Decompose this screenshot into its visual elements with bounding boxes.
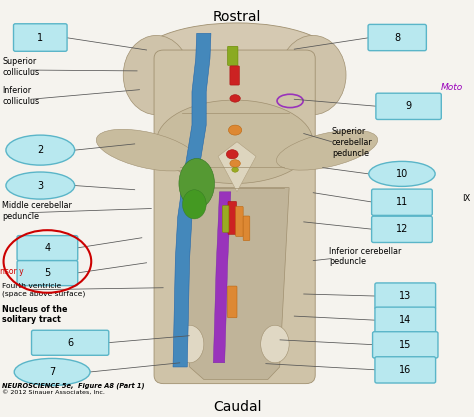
- Text: Fourth ventricle
(space above surface): Fourth ventricle (space above surface): [2, 283, 86, 296]
- Text: 10: 10: [396, 169, 408, 179]
- Text: 16: 16: [399, 365, 411, 375]
- FancyBboxPatch shape: [372, 216, 432, 243]
- FancyBboxPatch shape: [373, 332, 438, 358]
- Ellipse shape: [6, 135, 75, 165]
- Text: 14: 14: [399, 315, 411, 325]
- Text: 5: 5: [44, 268, 51, 278]
- Text: Nucleus of the
solitary tract: Nucleus of the solitary tract: [2, 304, 68, 324]
- Text: IX: IX: [462, 194, 470, 203]
- FancyBboxPatch shape: [14, 24, 67, 51]
- Text: 9: 9: [406, 101, 411, 111]
- Text: Superior
colliculus: Superior colliculus: [2, 57, 39, 77]
- FancyBboxPatch shape: [375, 307, 436, 334]
- Text: 11: 11: [396, 197, 408, 207]
- Text: © 2012 Sinauer Associates, Inc.: © 2012 Sinauer Associates, Inc.: [2, 390, 105, 395]
- Ellipse shape: [156, 100, 313, 183]
- FancyBboxPatch shape: [236, 206, 243, 236]
- Ellipse shape: [230, 160, 240, 167]
- FancyBboxPatch shape: [228, 201, 237, 234]
- Ellipse shape: [230, 95, 240, 102]
- Polygon shape: [173, 33, 211, 367]
- Ellipse shape: [137, 23, 337, 98]
- FancyBboxPatch shape: [230, 66, 239, 85]
- FancyBboxPatch shape: [228, 286, 237, 318]
- Text: Rostral: Rostral: [213, 10, 261, 25]
- Ellipse shape: [96, 129, 198, 171]
- Text: Inferior cerebellar
peduncle: Inferior cerebellar peduncle: [329, 246, 402, 266]
- Ellipse shape: [232, 167, 238, 172]
- Text: 15: 15: [399, 340, 411, 350]
- Polygon shape: [218, 142, 256, 192]
- Ellipse shape: [369, 161, 435, 186]
- Ellipse shape: [276, 130, 378, 170]
- Ellipse shape: [179, 158, 214, 208]
- FancyBboxPatch shape: [17, 236, 78, 261]
- Ellipse shape: [14, 358, 90, 385]
- Text: Caudal: Caudal: [213, 400, 261, 414]
- Text: Moto: Moto: [441, 83, 463, 92]
- Ellipse shape: [6, 172, 75, 199]
- Text: 8: 8: [394, 33, 400, 43]
- Ellipse shape: [175, 325, 204, 363]
- Text: Superior
cerebellar
peduncle: Superior cerebellar peduncle: [332, 127, 373, 158]
- FancyBboxPatch shape: [375, 357, 436, 383]
- FancyBboxPatch shape: [228, 46, 238, 65]
- Text: Inferior
colliculus: Inferior colliculus: [2, 86, 39, 106]
- Ellipse shape: [228, 125, 242, 135]
- Text: 13: 13: [399, 291, 411, 301]
- Text: 3: 3: [37, 181, 43, 191]
- Polygon shape: [180, 188, 289, 379]
- Text: 2: 2: [37, 145, 44, 155]
- FancyBboxPatch shape: [31, 330, 109, 355]
- FancyBboxPatch shape: [368, 24, 427, 50]
- FancyBboxPatch shape: [17, 261, 78, 286]
- FancyBboxPatch shape: [372, 189, 432, 216]
- Text: 4: 4: [45, 243, 50, 253]
- Text: 1: 1: [37, 33, 43, 43]
- Ellipse shape: [280, 35, 346, 115]
- Ellipse shape: [123, 35, 190, 115]
- Text: 6: 6: [67, 338, 73, 348]
- FancyBboxPatch shape: [222, 206, 229, 232]
- Polygon shape: [213, 192, 231, 363]
- Ellipse shape: [261, 325, 289, 363]
- FancyBboxPatch shape: [154, 50, 315, 384]
- Text: nsor y: nsor y: [0, 267, 24, 276]
- FancyBboxPatch shape: [376, 93, 441, 120]
- Ellipse shape: [182, 190, 206, 219]
- Ellipse shape: [226, 150, 238, 159]
- FancyBboxPatch shape: [243, 216, 250, 241]
- Text: 12: 12: [396, 224, 408, 234]
- Text: NEUROSCIENCE 5e,  Figure A8 (Part 1): NEUROSCIENCE 5e, Figure A8 (Part 1): [2, 382, 145, 389]
- Text: 7: 7: [49, 367, 55, 377]
- FancyBboxPatch shape: [375, 283, 436, 309]
- Text: Middle cerebellar
peduncle: Middle cerebellar peduncle: [2, 201, 72, 221]
